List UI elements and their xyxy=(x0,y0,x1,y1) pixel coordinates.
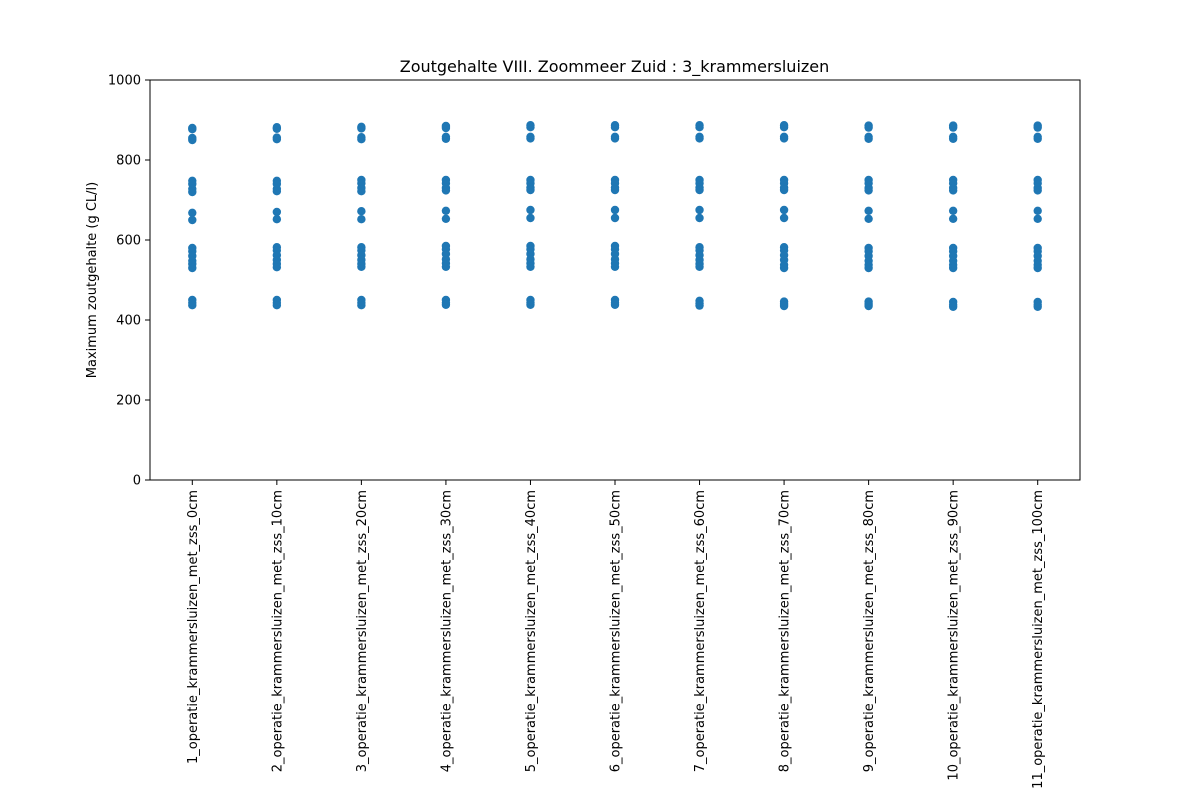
x-tick-label: 2_operatie_krammersluizen_met_zss_10cm xyxy=(270,490,285,772)
data-point xyxy=(357,207,366,216)
data-point xyxy=(948,263,958,273)
data-point xyxy=(272,215,282,224)
data-point xyxy=(948,206,958,215)
chart-title: Zoutgehalte VIII. Zoommeer Zuid : 3_kram… xyxy=(400,57,830,77)
data-point xyxy=(526,134,535,143)
x-tick-label: 1_operatie_krammersluizen_met_zss_0cm xyxy=(186,490,201,764)
data-point xyxy=(695,262,704,271)
data-point xyxy=(948,214,958,223)
data-point xyxy=(1033,123,1042,132)
data-point xyxy=(864,186,873,195)
data-point xyxy=(695,205,704,215)
data-point xyxy=(441,134,451,143)
data-point xyxy=(526,213,535,223)
data-point xyxy=(779,205,789,215)
x-tick-label: 6_operatie_krammersluizen_met_zss_50cm xyxy=(609,490,624,772)
data-point xyxy=(1033,186,1042,195)
data-point xyxy=(1033,134,1042,143)
data-point xyxy=(610,185,620,195)
data-point xyxy=(1033,263,1042,273)
data-point xyxy=(272,263,282,272)
data-point xyxy=(864,301,873,311)
data-point xyxy=(441,300,451,309)
data-point xyxy=(188,135,197,145)
data-point xyxy=(188,215,197,225)
data-point xyxy=(1033,214,1042,223)
data-point xyxy=(864,214,873,223)
data-point xyxy=(526,185,535,195)
data-point xyxy=(441,206,451,215)
y-tick-label: 400 xyxy=(116,314,141,329)
data-point xyxy=(526,205,535,215)
data-point xyxy=(610,134,620,143)
data-point xyxy=(272,301,282,310)
x-tick-label: 11_operatie_krammersluizen_met_zss_100cm xyxy=(1031,490,1046,789)
data-point xyxy=(357,262,366,271)
data-point xyxy=(864,123,873,132)
y-tick-label: 0 xyxy=(133,474,141,489)
data-point xyxy=(441,214,451,223)
data-point xyxy=(948,123,958,132)
data-point xyxy=(779,134,789,143)
data-point xyxy=(357,301,366,310)
y-axis-title: Maximum zoutgehalte (g CL/l) xyxy=(85,182,100,378)
data-point xyxy=(526,262,535,271)
data-point xyxy=(610,300,620,309)
data-point xyxy=(357,187,366,196)
data-point xyxy=(948,186,958,195)
data-point xyxy=(188,263,197,273)
x-tick-label: 8_operatie_krammersluizen_met_zss_70cm xyxy=(778,490,793,772)
data-point xyxy=(526,123,535,132)
data-point xyxy=(779,213,789,223)
y-tick-label: 800 xyxy=(116,154,141,169)
data-point xyxy=(864,134,873,143)
data-point xyxy=(188,125,197,134)
y-tick-label: 600 xyxy=(116,234,141,249)
data-point xyxy=(610,205,620,215)
data-point xyxy=(272,187,282,196)
y-tick-label: 200 xyxy=(116,394,141,409)
data-point xyxy=(864,206,873,215)
data-point xyxy=(948,302,958,311)
data-point xyxy=(188,301,197,310)
data-point xyxy=(188,208,197,217)
data-point xyxy=(357,124,366,133)
x-tick-label: 5_operatie_krammersluizen_met_zss_40cm xyxy=(524,490,539,772)
data-point xyxy=(1033,206,1042,215)
data-point xyxy=(272,135,282,144)
data-point xyxy=(357,215,366,224)
data-point xyxy=(695,301,704,310)
x-tick-label: 4_operatie_krammersluizen_met_zss_30cm xyxy=(439,490,454,772)
data-point xyxy=(610,213,620,223)
data-point xyxy=(864,263,873,273)
data-point xyxy=(441,123,451,133)
x-tick-label: 3_operatie_krammersluizen_met_zss_20cm xyxy=(355,490,370,772)
data-point xyxy=(272,124,282,133)
y-tick-label: 1000 xyxy=(108,74,141,89)
data-point xyxy=(779,185,789,195)
data-point xyxy=(779,301,789,311)
data-point xyxy=(1033,302,1042,311)
x-tick-label: 7_operatie_krammersluizen_met_zss_60cm xyxy=(693,490,708,772)
data-point xyxy=(272,207,282,217)
data-point xyxy=(695,185,704,195)
data-point xyxy=(695,123,704,132)
data-point xyxy=(779,263,789,273)
x-tick-label: 9_operatie_krammersluizen_met_zss_80cm xyxy=(862,490,877,772)
data-point xyxy=(188,187,197,197)
data-point xyxy=(357,135,366,144)
data-point xyxy=(695,213,704,223)
data-point xyxy=(610,262,620,271)
data-point xyxy=(441,186,451,195)
data-point xyxy=(610,123,620,132)
plot-area: 0 200 400 600 800 1000 1_operatie_krammersluiz… xyxy=(108,74,1081,789)
data-point xyxy=(779,123,789,132)
data-point xyxy=(526,300,535,309)
data-point xyxy=(695,134,704,143)
x-tick-label: 10_operatie_krammersluizen_met_zss_90cm xyxy=(947,490,962,781)
data-point xyxy=(441,262,451,271)
data-point xyxy=(948,134,958,143)
